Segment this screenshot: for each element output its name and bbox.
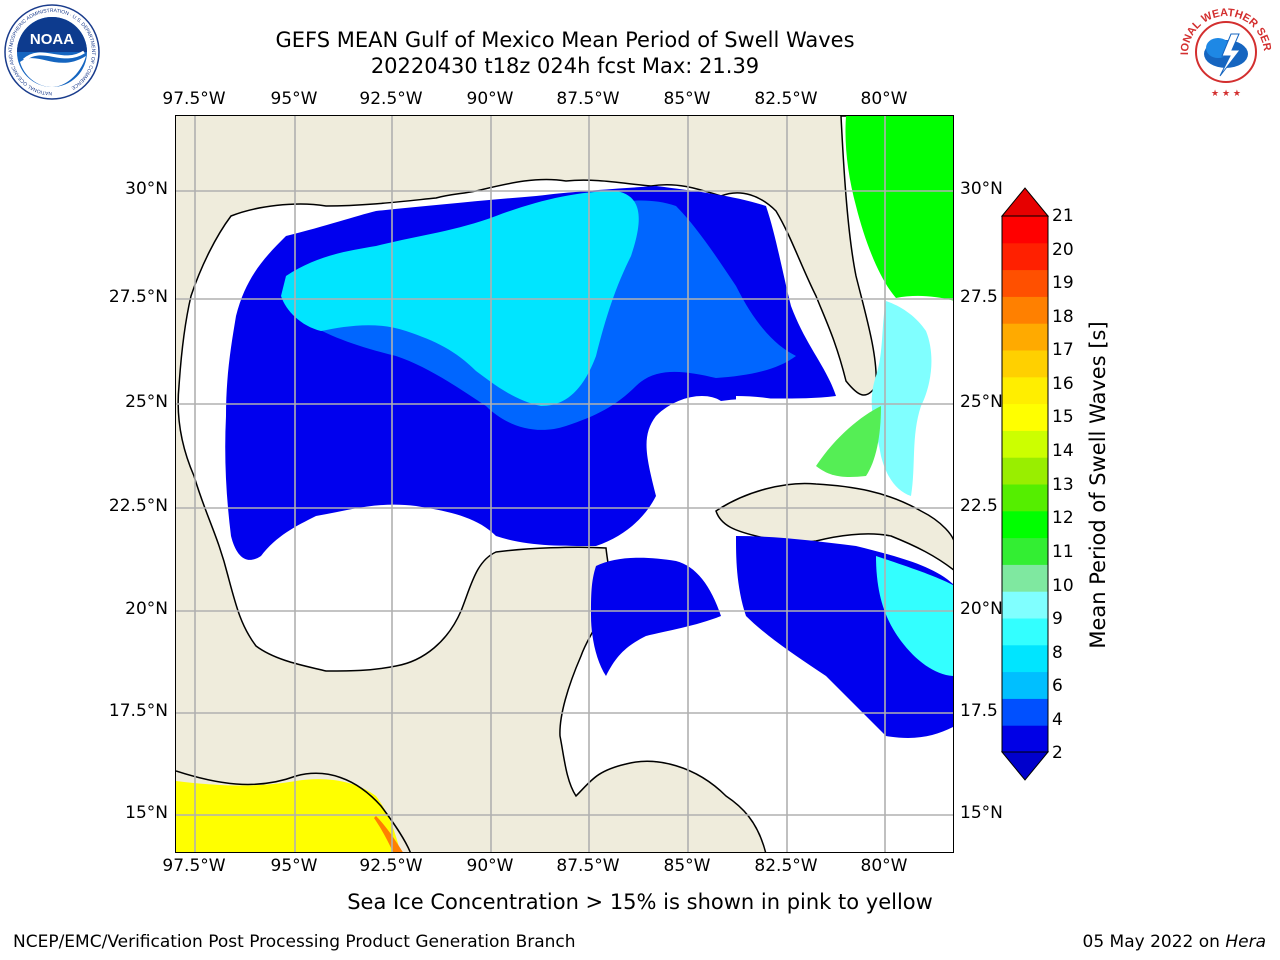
lon-label-top: 87.5°W	[556, 89, 620, 109]
lon-label-bottom: 97.5°W	[162, 856, 226, 876]
colorbar-tick-label: 10	[1052, 576, 1074, 596]
colorbar-segment	[1002, 296, 1048, 324]
lon-label-top: 85°W	[663, 89, 711, 109]
colorbar-segment	[1002, 430, 1048, 458]
national-weather-service-logo-icon: NATIONAL WEATHER SERVICE ★ ★ ★	[1172, 0, 1276, 100]
lon-label-bottom: 92.5°W	[359, 856, 423, 876]
colorbar-tick-label: 9	[1052, 609, 1063, 629]
lat-label-right: 15°N	[960, 803, 1003, 823]
colorbar-segment	[1002, 591, 1048, 619]
colorbar-segment	[1002, 564, 1048, 592]
chart-title: GEFS MEAN Gulf of Mexico Mean Period of …	[275, 28, 855, 52]
colorbar-segment	[1002, 216, 1048, 244]
graticule	[176, 116, 953, 852]
colorbar-tick-label: 17	[1052, 340, 1074, 360]
colorbar-tick-label: 20	[1052, 240, 1074, 260]
swell-region-8-9s	[871, 301, 932, 496]
colorbar-tick-label: 6	[1052, 676, 1063, 696]
colorbar-segment	[1002, 618, 1048, 646]
chart-subtitle: 20220430 t18z 024h fcst Max: 21.39	[370, 54, 760, 78]
colorbar-extend-max	[1000, 187, 1050, 217]
colorbar	[1000, 186, 1050, 786]
lat-label-right: 30°N	[960, 179, 1003, 199]
footer-machine: Hera	[1225, 932, 1266, 952]
colorbar-tick-label: 19	[1052, 273, 1074, 293]
lon-label-top: 97.5°W	[162, 89, 226, 109]
colorbar-tick-label: 4	[1052, 710, 1063, 730]
lon-label-bottom: 82.5°W	[754, 856, 818, 876]
colorbar-extend-min	[1000, 751, 1050, 781]
footer-date-text: 05 May 2022 on	[1082, 932, 1226, 952]
lon-label-bottom: 95°W	[270, 856, 318, 876]
lon-label-top: 82.5°W	[754, 89, 818, 109]
colorbar-tick-label: 14	[1052, 441, 1074, 461]
colorbar-segment	[1002, 403, 1048, 431]
lat-label-left: 17.5°N	[108, 701, 168, 721]
sea-ice-note: Sea Ice Concentration > 15% is shown in …	[347, 890, 933, 914]
lon-label-bottom: 87.5°W	[556, 856, 620, 876]
lon-label-top: 90°W	[466, 89, 514, 109]
colorbar-segment	[1002, 644, 1048, 673]
colorbar-tick-label: 11	[1052, 542, 1074, 562]
lat-label-right: 25°N	[960, 392, 1003, 412]
colorbar-outline	[1001, 215, 1049, 753]
colorbar-segment	[1002, 725, 1048, 753]
colorbar-segment	[1002, 242, 1048, 271]
swell-region-10-12s	[845, 116, 953, 301]
noaa-logo-icon: NOAA NATIONAL OCEANIC AND ATMOSPHERIC AD…	[2, 4, 102, 100]
no-data-gap	[736, 396, 836, 466]
colorbar-segment	[1002, 376, 1048, 405]
no-data-gap	[631, 636, 770, 766]
lat-label-left: 30°N	[125, 179, 168, 199]
footer-date: 05 May 2022 on Hera	[1083, 932, 1267, 952]
colorbar-label: Mean Period of Swell Waves [s]	[1086, 321, 1110, 649]
lon-label-top: 80°W	[860, 89, 908, 109]
colorbar-segment	[1002, 350, 1048, 378]
colorbar-segment	[1002, 698, 1048, 726]
footer-producer: NCEP/EMC/Verification Post Processing Pr…	[13, 932, 576, 952]
lat-label-right: 22.5	[960, 496, 998, 516]
colorbar-segment	[1002, 510, 1048, 539]
lat-label-left: 20°N	[125, 599, 168, 619]
lon-label-bottom: 85°W	[663, 856, 711, 876]
colorbar-tick-label: 8	[1052, 643, 1063, 663]
colorbar-tick-label: 18	[1052, 307, 1074, 327]
colorbar-segment	[1002, 484, 1048, 512]
noaa-logo-text: NOAA	[30, 31, 74, 48]
lat-label-right: 27.5	[960, 287, 998, 307]
lat-label-left: 22.5°N	[108, 496, 168, 516]
colorbar-tick-label: 13	[1052, 475, 1074, 495]
lon-label-bottom: 80°W	[860, 856, 908, 876]
swell-region-coastal-orange	[374, 816, 403, 852]
colorbar-segment	[1002, 537, 1048, 565]
colorbar-segment	[1002, 671, 1048, 699]
pacific-coast	[176, 770, 411, 852]
map-panel	[175, 115, 954, 853]
colorbar-tick-label: 12	[1052, 508, 1074, 528]
colorbar-tick-label: 2	[1052, 743, 1063, 763]
colorbar-segment	[1002, 323, 1048, 351]
lat-label-left: 15°N	[125, 803, 168, 823]
svg-text:★ ★ ★: ★ ★ ★	[1211, 89, 1241, 99]
lat-label-right: 17.5	[960, 701, 998, 721]
swell-region-caribbean-cyan	[876, 556, 953, 676]
colorbar-segment	[1002, 457, 1048, 485]
lon-label-bottom: 90°W	[466, 856, 514, 876]
colorbar-tick-label: 16	[1052, 374, 1074, 394]
swell-region-9-10s	[816, 406, 881, 477]
lat-label-left: 27.5°N	[108, 287, 168, 307]
lat-label-left: 25°N	[125, 392, 168, 412]
lon-label-top: 92.5°W	[359, 89, 423, 109]
colorbar-tick-label: 15	[1052, 407, 1074, 427]
lon-label-top: 95°W	[270, 89, 318, 109]
colorbar-segment	[1002, 269, 1048, 297]
lat-label-right: 20°N	[960, 599, 1003, 619]
colorbar-tick-label: 21	[1052, 206, 1074, 226]
